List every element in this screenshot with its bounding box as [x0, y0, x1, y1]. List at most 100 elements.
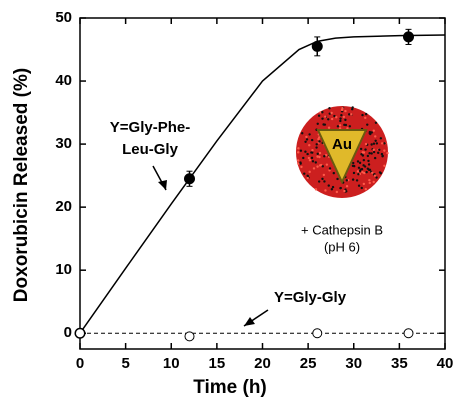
np-dot [317, 137, 320, 141]
np-dot [338, 127, 342, 130]
np-dot [341, 107, 344, 110]
np-dot [380, 152, 384, 156]
y-tick-label: 0 [64, 324, 72, 341]
np-dot [308, 159, 312, 162]
np-dot [368, 178, 371, 182]
np-dot [325, 163, 329, 166]
np-dot [359, 147, 363, 151]
np-dot [351, 106, 354, 109]
np-dot [362, 151, 366, 154]
np-dot [345, 185, 349, 188]
np-dot [321, 117, 324, 120]
np-dot [358, 161, 362, 165]
np-dot [364, 148, 367, 151]
y-tick-label: 40 [55, 72, 72, 89]
np-dot [330, 111, 333, 115]
np-dot [344, 109, 347, 113]
np-dot [364, 116, 367, 120]
np-dot [375, 142, 379, 145]
y-tick-label: 50 [55, 9, 72, 26]
np-dot [381, 154, 384, 158]
np-dot [376, 151, 380, 155]
np-dot [312, 167, 316, 170]
np-dot [302, 156, 305, 160]
x-tick-label: 30 [345, 355, 362, 372]
annotation: Leu-Gly [122, 141, 178, 158]
x-tick-label: 20 [254, 355, 271, 372]
np-dot [352, 171, 356, 175]
np-dot [362, 182, 366, 186]
np-dot [324, 189, 327, 192]
np-dot [317, 114, 321, 117]
np-dot [296, 159, 300, 162]
np-dot [365, 170, 368, 174]
np-dot [340, 113, 343, 117]
np-dot [346, 127, 349, 130]
np-dot [370, 152, 373, 155]
np-dot [368, 181, 371, 185]
np-dot [330, 117, 334, 121]
np-dot [304, 150, 307, 153]
annotation: (pH 6) [324, 239, 360, 254]
np-dot [343, 123, 346, 127]
np-dot [367, 163, 371, 166]
nanoparticle: Au [296, 106, 389, 198]
np-dot [372, 142, 376, 145]
np-dot [372, 150, 376, 154]
np-dot [366, 123, 369, 126]
np-dot [380, 142, 384, 145]
np-dot [310, 151, 313, 154]
point [75, 328, 85, 339]
np-dot [315, 146, 318, 149]
x-tick-label: 5 [121, 355, 129, 372]
annotation: Y=Gly-Phe- [110, 119, 190, 136]
np-dot [386, 151, 389, 155]
y-tick-label: 20 [55, 198, 72, 215]
np-dot [351, 164, 355, 168]
arrow-head [244, 317, 255, 326]
np-dot [327, 118, 330, 121]
np-dot [321, 111, 324, 114]
np-dot [364, 112, 368, 116]
np-dot [373, 174, 377, 177]
np-dot [323, 155, 326, 158]
np-dot [357, 166, 361, 169]
np-dot [316, 155, 319, 158]
np-dot [333, 114, 336, 118]
fit-line [79, 34, 446, 334]
np-dot [370, 143, 373, 146]
np-dot [307, 156, 311, 160]
np-dot [345, 190, 348, 193]
np-dot [321, 165, 325, 168]
np-dot [355, 179, 359, 182]
np-dot [375, 176, 378, 179]
np-dot [299, 161, 302, 164]
np-dot [367, 168, 371, 171]
np-dot [370, 131, 373, 134]
np-dot [328, 167, 332, 170]
np-dot [317, 180, 321, 183]
np-dot [318, 140, 321, 143]
np-dot [306, 152, 309, 156]
np-dot [332, 171, 336, 175]
np-dot [368, 152, 371, 155]
np-dot [305, 138, 309, 141]
np-dot [305, 135, 308, 139]
np-dot [372, 129, 375, 132]
annotation: Y=Gly-Gly [274, 289, 347, 306]
point [184, 331, 195, 342]
arrow-head [158, 180, 167, 190]
np-dot [373, 156, 377, 160]
np-dot [371, 171, 374, 174]
np-dot [297, 147, 300, 150]
np-dot [316, 165, 319, 168]
np-dot [310, 138, 314, 142]
np-dot [327, 126, 331, 129]
np-dot [318, 164, 322, 167]
np-dot [303, 172, 306, 175]
np-dot [366, 154, 370, 158]
np-dot [335, 115, 338, 119]
np-dot [297, 151, 300, 154]
np-dot [359, 168, 362, 171]
np-dot [339, 117, 342, 120]
